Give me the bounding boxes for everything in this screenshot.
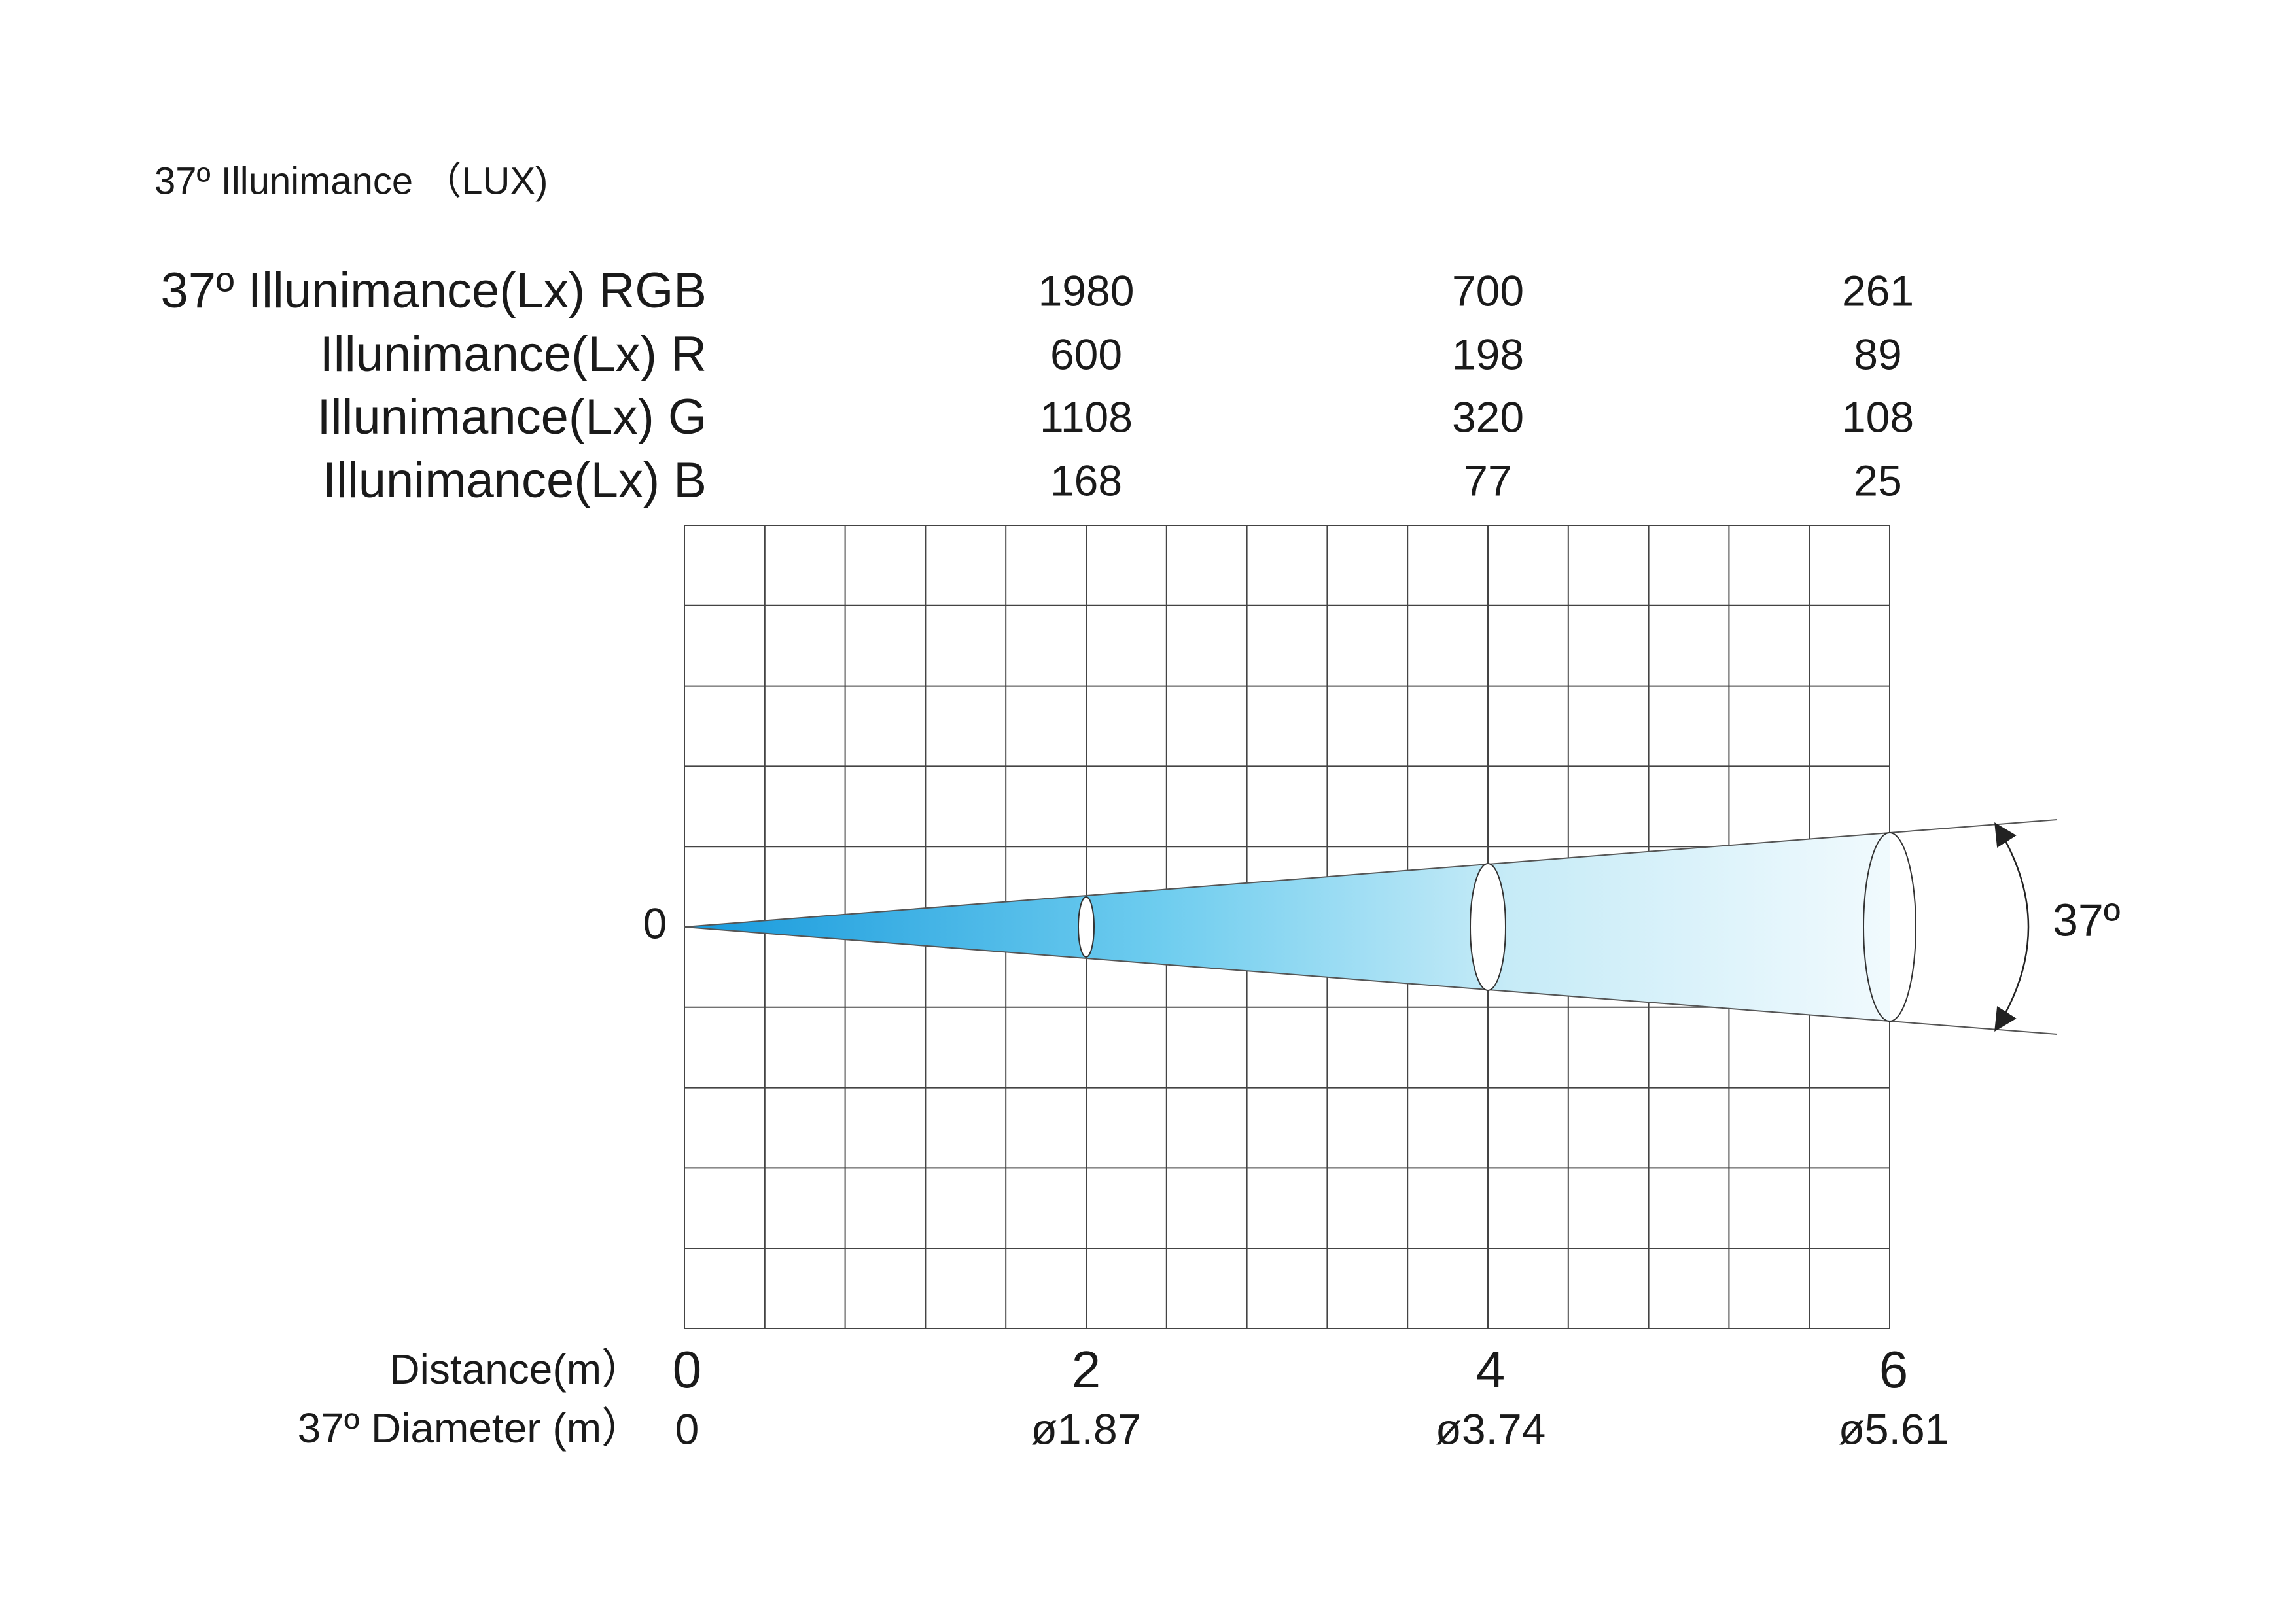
title: 37º Illunimance （LUX) (154, 160, 548, 202)
diameter-value: 0 (675, 1405, 699, 1453)
diameter-label: 37º Diameter (m） (298, 1405, 643, 1452)
beam-section (1863, 832, 1916, 1022)
distance-value: 0 (673, 1340, 702, 1399)
beam (684, 819, 2058, 1035)
beam-section (1078, 896, 1095, 958)
row-value: 198 (1452, 330, 1524, 378)
row-value: 700 (1452, 266, 1524, 315)
row-value: 320 (1452, 393, 1524, 441)
angle-arc (1994, 822, 2030, 1032)
beam-fill (684, 833, 1890, 1021)
row-label: Illunimance(Lx) R (320, 326, 707, 382)
distance-value: 2 (1072, 1340, 1101, 1399)
distance-label: Distance(m） (389, 1346, 643, 1393)
row-value: 77 (1464, 456, 1511, 504)
row-value: 168 (1050, 456, 1122, 504)
diameter-value: ø5.61 (1839, 1405, 1949, 1453)
diameter-value: ø3.74 (1436, 1405, 1546, 1453)
row-value: 108 (1842, 393, 1914, 441)
beam-section (1470, 863, 1506, 991)
diameter-value: ø1.87 (1031, 1405, 1142, 1453)
row-value: 1108 (1040, 393, 1133, 441)
row-value: 1980 (1038, 266, 1135, 315)
row-value: 25 (1854, 456, 1901, 504)
row-value: 600 (1050, 330, 1122, 378)
row-label: Illunimance(Lx) G (317, 389, 707, 445)
angle-label: 37º (2053, 894, 2120, 945)
origin-label: 0 (643, 899, 667, 947)
row-value: 89 (1854, 330, 1901, 378)
row-label: 37º Illunimance(Lx) RGB (160, 263, 707, 319)
distance-value: 4 (1476, 1340, 1506, 1399)
beam-edge (684, 819, 2058, 928)
row-label: Illunimance(Lx) B (323, 453, 707, 508)
beam-edge (684, 926, 2058, 1035)
row-value: 261 (1842, 266, 1914, 315)
distance-value: 6 (1879, 1340, 1909, 1399)
